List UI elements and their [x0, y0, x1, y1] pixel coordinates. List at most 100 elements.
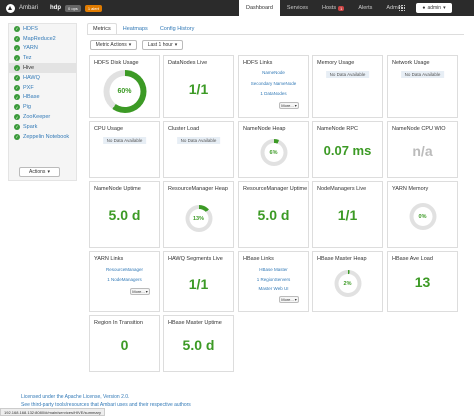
widget-yarn-memory[interactable]: YARN Memory 0%: [387, 181, 458, 248]
sidebar-item-pig[interactable]: ✓ Pig: [9, 102, 76, 112]
widget-value: 5.0 d: [182, 337, 215, 353]
widget-title: DataNodes Live: [168, 60, 208, 66]
check-circle-icon: ✓: [14, 84, 20, 91]
widget-value: 13: [414, 274, 431, 290]
widget-hbase-master-uptime[interactable]: HBase Master Uptime 5.0 d: [163, 315, 234, 372]
sidebar-item-hdfs[interactable]: ✓ HDFS: [9, 24, 76, 34]
more-dropdown[interactable]: More... ▾: [279, 296, 299, 303]
chevron-down-icon: ▾: [294, 103, 297, 108]
hbase-master-heap-gauge: 2%: [334, 270, 361, 297]
time-range-dropdown[interactable]: Last 1 hour ▾: [142, 40, 183, 50]
no-data-label: No Data Available: [102, 137, 147, 144]
metric-actions-dropdown[interactable]: Metric Actions ▾: [90, 40, 137, 50]
license-link[interactable]: Licensed under the Apache License, Versi…: [21, 394, 130, 400]
tabs-divider: [87, 34, 464, 35]
service-label: HBase: [23, 94, 40, 101]
service-label: ZooKeeper: [23, 114, 51, 121]
widget-namenode-cpu-wio[interactable]: NameNode CPU WIO n/a: [387, 121, 458, 178]
sidebar-item-zeppelin[interactable]: ✓ Zeppelin Notebook: [9, 132, 76, 142]
hosts-count-badge: 1: [338, 5, 345, 11]
sidebar-item-hawq[interactable]: ✓ HAWQ: [9, 73, 76, 83]
nav-services[interactable]: Services: [280, 0, 315, 16]
person-icon: ●: [422, 5, 426, 11]
widget-title: HDFS Disk Usage: [94, 60, 139, 66]
ambari-logo-icon[interactable]: [6, 3, 15, 13]
tab-heatmaps[interactable]: Heatmaps: [117, 23, 154, 34]
widget-cpu-usage[interactable]: CPU Usage No Data Available: [89, 121, 160, 178]
tab-config-history[interactable]: Config History: [154, 23, 201, 34]
more-dropdown[interactable]: More... ▾: [130, 288, 150, 295]
services-sidebar: ✓ HDFS ✓ MapReduce2 ✓ YARN ✓ Tez ✓ Hive ✓ HAWQ…: [8, 23, 77, 181]
sidebar-item-tez[interactable]: ✓ Tez: [9, 53, 76, 63]
hbase-master-link[interactable]: HBase Master: [259, 267, 288, 272]
datanodes-link[interactable]: 1 DataNodes: [260, 91, 287, 96]
service-actions-button[interactable]: Actions ▾: [19, 167, 60, 177]
widget-hbase-master-heap[interactable]: HBase Master Heap 2%: [312, 251, 383, 312]
widget-title: Memory Usage: [317, 60, 355, 66]
sidebar-item-zookeeper[interactable]: ✓ ZooKeeper: [9, 112, 76, 122]
widget-yarn-links: YARN Links ResourceManager 1 NodeManager…: [89, 251, 160, 312]
service-label: Spark: [23, 123, 38, 130]
widget-hdfs-disk-usage[interactable]: HDFS Disk Usage 60%: [89, 55, 160, 118]
nodemanagers-link[interactable]: 1 NodeManagers: [107, 277, 142, 282]
third-party-link[interactable]: See third-party tools/resources that Amb…: [21, 402, 191, 408]
ops-badge[interactable]: 0 ops: [65, 4, 81, 12]
service-label: MapReduce2: [23, 35, 56, 42]
sidebar-item-hbase[interactable]: ✓ HBase: [9, 93, 76, 103]
master-web-ui-link[interactable]: Master Web UI: [258, 286, 289, 291]
widget-hdfs-links: HDFS Links NameNode Secondary NameNode 1…: [238, 55, 309, 118]
nav-hosts[interactable]: Hosts 1: [315, 0, 351, 16]
sidebar-item-yarn[interactable]: ✓ YARN: [9, 44, 76, 54]
widget-namenode-heap[interactable]: NameNode Heap 6%: [238, 121, 309, 178]
widget-title: HBase Links: [243, 256, 274, 262]
gauge-label: 0%: [413, 207, 432, 226]
widget-namenode-rpc[interactable]: NameNode RPC 0.07 ms: [312, 121, 383, 178]
service-label: HAWQ: [23, 74, 40, 81]
user-menu-button[interactable]: ● admin ▾: [416, 3, 452, 13]
tab-label: Config History: [159, 26, 195, 32]
sidebar-item-spark[interactable]: ✓ Spark: [9, 122, 76, 132]
widget-title: HBase Master Uptime: [168, 320, 222, 326]
widget-value: 1/1: [188, 276, 209, 292]
widget-value: 5.0 d: [257, 207, 290, 223]
chevron-down-icon: ▾: [443, 5, 446, 11]
sidebar-item-mapreduce2[interactable]: ✓ MapReduce2: [9, 34, 76, 44]
check-circle-icon: ✓: [14, 74, 20, 81]
widget-value: 0.07 ms: [323, 143, 372, 158]
widget-datanodes-live[interactable]: DataNodes Live 1/1: [163, 55, 234, 118]
service-label: Zeppelin Notebook: [23, 133, 70, 140]
widget-region-in-transition[interactable]: Region In Transition 0: [89, 315, 160, 372]
widget-hawq-segments-live[interactable]: HAWQ Segments Live 1/1: [163, 251, 234, 312]
nav-alerts-label: Alerts: [358, 5, 373, 11]
nav-dashboard[interactable]: Dashboard: [239, 0, 280, 16]
tab-metrics[interactable]: Metrics: [87, 23, 117, 34]
widget-network-usage[interactable]: Network Usage No Data Available: [387, 55, 458, 118]
widget-title: NameNode Heap: [243, 126, 286, 132]
namenode-heap-gauge: 6%: [260, 139, 287, 166]
widget-nodemanagers-live[interactable]: NodeManagers Live 1/1: [312, 181, 383, 248]
widget-resourcemanager-uptime[interactable]: ResourceManager Uptime 5.0 d: [238, 181, 309, 248]
nav-alerts[interactable]: Alerts: [351, 0, 379, 16]
regionservers-link[interactable]: 1 RegionServers: [256, 277, 291, 282]
widget-resourcemanager-heap[interactable]: ResourceManager Heap 13%: [163, 181, 234, 248]
more-dropdown[interactable]: More... ▾: [279, 102, 299, 109]
widget-namenode-uptime[interactable]: NameNode Uptime 5.0 d: [89, 181, 160, 248]
more-label: More...: [281, 103, 294, 108]
check-circle-icon: ✓: [14, 65, 20, 72]
service-label: Pig: [23, 104, 31, 111]
alerts-badge[interactable]: 1 alert: [84, 4, 102, 12]
widget-hbase-ave-load[interactable]: HBase Ave Load 13: [387, 251, 458, 312]
gauge-label: 6%: [264, 143, 283, 162]
resourcemanager-link[interactable]: ResourceManager: [105, 267, 144, 272]
views-grid-icon[interactable]: [399, 5, 405, 11]
namenode-link[interactable]: NameNode: [262, 70, 285, 75]
widget-memory-usage[interactable]: Memory Usage No Data Available: [312, 55, 383, 118]
secondary-namenode-link[interactable]: Secondary NameNode: [250, 81, 297, 86]
brand-name[interactable]: Ambari: [19, 5, 39, 11]
cluster-name[interactable]: hdp: [50, 5, 62, 11]
sidebar-item-pxf[interactable]: ✓ PXF: [9, 83, 76, 93]
sidebar-item-hive[interactable]: ✓ Hive: [9, 63, 76, 73]
nav-admin[interactable]: Admin: [379, 0, 409, 16]
widget-cluster-load[interactable]: Cluster Load No Data Available: [163, 121, 234, 178]
check-circle-icon: ✓: [14, 114, 20, 121]
